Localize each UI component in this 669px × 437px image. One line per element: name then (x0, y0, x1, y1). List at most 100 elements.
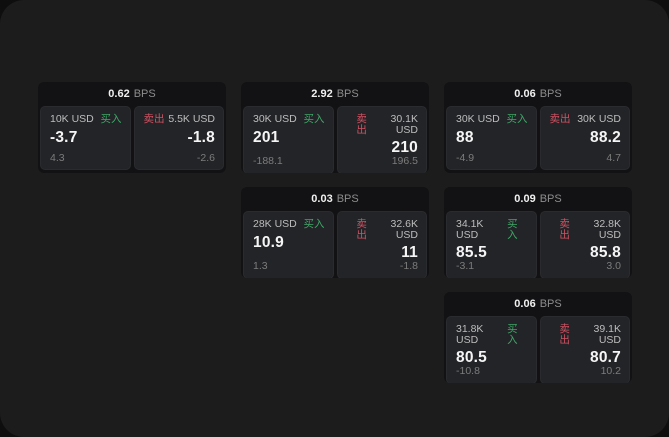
sell-tile-header: 卖出 30K USD (550, 114, 622, 125)
card-header: 2.92 BPS (241, 82, 429, 106)
quote-card: 0.09 BPS 34.1K USD 买入 85.5 -3.1 卖出 32.8K… (444, 187, 632, 278)
card-header: 0.09 BPS (444, 187, 632, 211)
sell-tile-header: 卖出 5.5K USD (144, 114, 216, 125)
buy-tile[interactable]: 31.8K USD 买入 80.5 -10.8 (446, 316, 537, 383)
sell-amount: 39.1K USD (593, 323, 621, 346)
buy-amount: 34.1K USD (456, 218, 484, 241)
buy-amount: 28K USD (253, 218, 297, 230)
sell-price: -1.8 (187, 128, 215, 146)
bps-value: 0.06 (514, 87, 536, 100)
buy-price: 85.5 (456, 244, 487, 261)
sell-tile[interactable]: 卖出 32.6K USD 11 -1.8 (336, 211, 427, 278)
buy-badge: 买入 (507, 218, 518, 241)
sell-change: 10.2 (600, 365, 621, 378)
sell-badge: 卖出 (549, 113, 571, 125)
bps-value: 0.06 (514, 297, 536, 310)
sell-tile-header: 卖出 30.1K USD (347, 113, 418, 136)
sell-change: -2.6 (196, 151, 215, 164)
bps-unit-label: BPS (539, 192, 562, 205)
buy-amount: 30K USD (456, 113, 500, 125)
buy-tile-header: 28K USD 买入 (253, 219, 325, 230)
bps-value: 0.62 (108, 87, 130, 100)
card-body: 34.1K USD 买入 85.5 -3.1 卖出 32.8K USD 85.8… (444, 211, 632, 278)
bps-value: 0.03 (311, 192, 333, 205)
sell-amount: 30K USD (577, 113, 621, 125)
sell-price: 11 (401, 244, 418, 261)
sell-price: 210 (391, 139, 418, 156)
sell-badge: 卖出 (356, 113, 367, 136)
buy-amount: 30K USD (253, 113, 297, 125)
bps-unit-label: BPS (336, 87, 359, 100)
sell-tile[interactable]: 卖出 5.5K USD -1.8 -2.6 (133, 106, 224, 170)
buy-tile[interactable]: 34.1K USD 买入 85.5 -3.1 (446, 211, 537, 278)
bps-unit-label: BPS (539, 297, 562, 310)
sell-badge: 卖出 (356, 218, 367, 241)
buy-badge: 买入 (303, 113, 325, 125)
sell-change: 3.0 (606, 260, 621, 273)
quote-card: 2.92 BPS 30K USD 买入 201 -188.1 卖出 30.1K … (241, 82, 429, 173)
buy-amount: 10K USD (50, 113, 94, 125)
buy-price: 80.5 (456, 349, 487, 366)
buy-amount: 31.8K USD (456, 323, 484, 346)
sell-tile[interactable]: 卖出 30K USD 88.2 4.7 (539, 106, 630, 170)
buy-tile-header: 34.1K USD 买入 (456, 219, 528, 240)
buy-price: 10.9 (253, 233, 284, 251)
sell-price: 80.7 (590, 349, 621, 366)
buy-tile[interactable]: 28K USD 买入 10.9 1.3 (243, 211, 334, 278)
buy-change: 4.3 (50, 151, 65, 164)
sell-price: 88.2 (590, 128, 621, 146)
buy-change: 1.3 (253, 260, 268, 273)
bps-unit-label: BPS (133, 87, 156, 100)
sell-tile[interactable]: 卖出 30.1K USD 210 196.5 (336, 106, 427, 173)
bps-value: 2.92 (311, 87, 333, 100)
sell-amount: 32.8K USD (593, 218, 621, 241)
sell-tile[interactable]: 卖出 32.8K USD 85.8 3.0 (539, 211, 630, 278)
sell-amount: 30.1K USD (390, 113, 418, 136)
buy-badge: 买入 (303, 218, 325, 230)
quote-card: 0.06 BPS 30K USD 买入 88 -4.9 卖出 30K USD 8… (444, 82, 632, 173)
buy-change: -3.1 (456, 260, 475, 273)
buy-badge: 买入 (100, 113, 122, 125)
buy-badge: 买入 (507, 323, 518, 346)
sell-amount: 32.6K USD (390, 218, 418, 241)
card-body: 10K USD 买入 -3.7 4.3 卖出 5.5K USD -1.8 -2.… (38, 106, 226, 173)
card-header: 0.03 BPS (241, 187, 429, 211)
card-header: 0.06 BPS (444, 82, 632, 106)
sell-amount: 5.5K USD (168, 113, 215, 125)
sell-tile[interactable]: 卖出 39.1K USD 80.7 10.2 (539, 316, 630, 383)
quote-card: 0.06 BPS 31.8K USD 买入 80.5 -10.8 卖出 39.1… (444, 292, 632, 383)
buy-tile[interactable]: 30K USD 买入 88 -4.9 (446, 106, 537, 170)
bps-value: 0.09 (514, 192, 536, 205)
buy-tile[interactable]: 30K USD 买入 201 -188.1 (243, 106, 334, 173)
card-body: 30K USD 买入 201 -188.1 卖出 30.1K USD 210 1… (241, 106, 429, 173)
buy-tile-header: 31.8K USD 买入 (456, 324, 528, 345)
sell-tile-header: 卖出 39.1K USD (550, 323, 621, 346)
buy-price: 88 (456, 128, 474, 146)
buy-tile-header: 30K USD 买入 (456, 114, 528, 125)
buy-tile-header: 30K USD 买入 (253, 114, 325, 125)
bps-unit-label: BPS (336, 192, 359, 205)
buy-change: -188.1 (253, 155, 283, 168)
buy-price: 201 (253, 128, 280, 146)
sell-change: 196.5 (391, 155, 418, 168)
quote-card: 0.62 BPS 10K USD 买入 -3.7 4.3 卖出 5.5K USD… (38, 82, 226, 173)
card-body: 30K USD 买入 88 -4.9 卖出 30K USD 88.2 4.7 (444, 106, 632, 173)
sell-tile-header: 卖出 32.6K USD (347, 218, 418, 241)
buy-change: -10.8 (456, 365, 480, 378)
buy-tile-header: 10K USD 买入 (50, 114, 122, 125)
buy-badge: 买入 (506, 113, 528, 125)
sell-badge: 卖出 (143, 113, 165, 125)
card-header: 0.62 BPS (38, 82, 226, 106)
sell-badge: 卖出 (559, 218, 570, 241)
quote-card: 0.03 BPS 28K USD 买入 10.9 1.3 卖出 32.6K US… (241, 187, 429, 278)
sell-price: 85.8 (590, 244, 621, 261)
sell-change: 4.7 (606, 151, 621, 164)
card-body: 31.8K USD 买入 80.5 -10.8 卖出 39.1K USD 80.… (444, 316, 632, 383)
buy-price: -3.7 (50, 128, 78, 146)
bps-unit-label: BPS (539, 87, 562, 100)
sell-change: -1.8 (399, 260, 418, 273)
sell-badge: 卖出 (559, 323, 570, 346)
sell-tile-header: 卖出 32.8K USD (550, 218, 621, 241)
quote-card-grid: 0.62 BPS 10K USD 买入 -3.7 4.3 卖出 5.5K USD… (38, 82, 632, 383)
buy-tile[interactable]: 10K USD 买入 -3.7 4.3 (40, 106, 131, 170)
